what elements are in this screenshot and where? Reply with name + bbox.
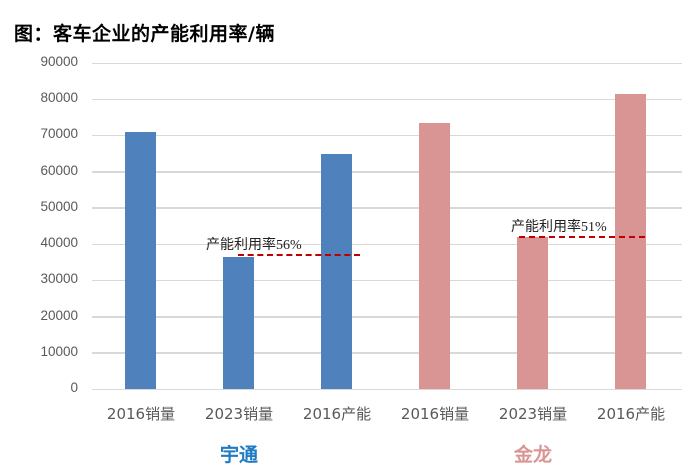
annotation-jinlong-utilization: 产能利用率51%	[511, 220, 607, 235]
annotation-yutong-utilization: 产能利用率56%	[206, 238, 302, 253]
bar-宇通-2016产能	[321, 153, 352, 389]
gridline	[92, 171, 682, 173]
y-axis-tick-label: 10000	[40, 343, 78, 359]
y-axis-tick-label: 0	[70, 380, 78, 395]
gridline	[92, 316, 682, 318]
gridline	[92, 134, 682, 137]
gridline	[92, 388, 682, 390]
bar-金龙-2016产能	[615, 93, 646, 389]
gridline	[92, 207, 682, 209]
group-label-jinlong: 金龙	[513, 444, 552, 466]
gridline	[92, 279, 682, 282]
chart-title: 图：客车企业的产能利用率/辆	[14, 23, 275, 45]
x-axis-tick-label: 2016产能	[596, 405, 666, 423]
gridline	[92, 352, 682, 354]
y-axis-tick-label: 40000	[40, 235, 78, 251]
gridline	[92, 243, 682, 246]
x-axis-tick-label: 2016产能	[302, 405, 372, 423]
bar-金龙-2016销量	[419, 122, 450, 389]
bar-宇通-2016销量	[125, 131, 156, 389]
bar-金龙-2023销量	[517, 236, 548, 389]
bar-宇通-2023销量	[223, 256, 254, 389]
y-axis-tick-label: 60000	[40, 162, 78, 178]
x-axis-tick-label: 2016销量	[400, 405, 470, 423]
gridline	[92, 62, 682, 64]
x-axis-tick-label: 2023销量	[204, 405, 274, 423]
x-axis-tick-label: 2023销量	[498, 405, 568, 423]
dashed-line-jinlong	[519, 236, 645, 238]
y-axis-tick-label: 20000	[40, 307, 78, 323]
secondary-axis-cutoff	[690, 58, 699, 348]
y-axis-tick-label: 30000	[40, 271, 78, 287]
dashed-line-yutong	[238, 254, 360, 256]
gridline	[92, 98, 682, 101]
y-axis-tick-label: 70000	[40, 126, 78, 142]
y-axis-tick-label: 50000	[40, 198, 78, 214]
group-label-yutong: 宇通	[219, 444, 258, 466]
x-axis-tick-label: 2016销量	[106, 405, 176, 423]
y-axis-tick-label: 80000	[40, 90, 78, 106]
y-axis-tick-label: 90000	[40, 54, 78, 69]
